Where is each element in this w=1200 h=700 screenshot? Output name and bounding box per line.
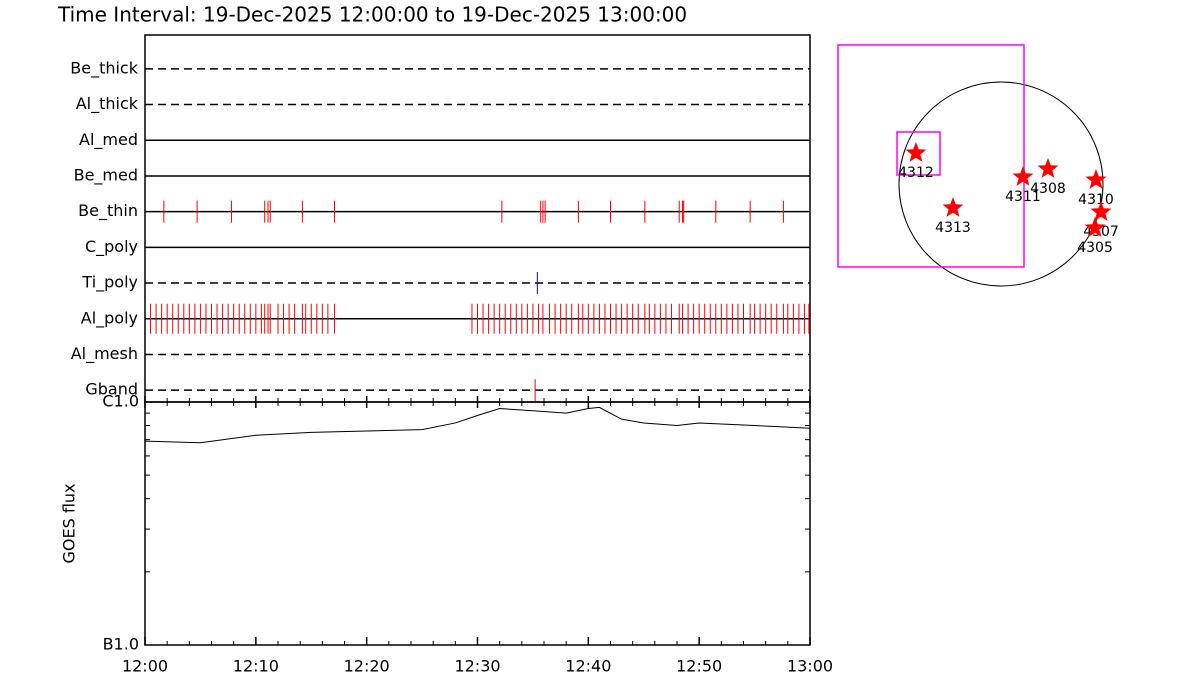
row-label: Ti_poly bbox=[81, 273, 138, 293]
x-tick-label: 12:30 bbox=[454, 657, 500, 676]
region-star bbox=[905, 142, 927, 162]
region-star bbox=[1085, 169, 1107, 189]
row-label: Al_mesh bbox=[71, 344, 138, 364]
timeline-frame bbox=[144, 34, 811, 403]
solar-limb bbox=[898, 81, 1104, 287]
x-tick-label: 12:10 bbox=[233, 657, 279, 676]
row-label: Al_poly bbox=[81, 308, 138, 328]
flux-line bbox=[144, 406, 811, 444]
x-tick-label: 12:20 bbox=[344, 657, 390, 676]
region-label: 4310 bbox=[1078, 192, 1114, 208]
region-label: 4312 bbox=[898, 165, 934, 181]
region-label: 4308 bbox=[1030, 181, 1066, 197]
plot-frame bbox=[144, 401, 811, 646]
region-star bbox=[1084, 217, 1106, 237]
fov-box bbox=[837, 44, 1025, 268]
x-tick-label: 13:00 bbox=[787, 657, 833, 676]
region-label: 4311 bbox=[1005, 189, 1041, 205]
row-label: Be_med bbox=[74, 165, 138, 185]
y-axis-label: GOES flux bbox=[60, 483, 79, 563]
x-tick-label: 12:40 bbox=[565, 657, 611, 676]
x-tick-label: 12:50 bbox=[676, 657, 722, 676]
region-label: 4305 bbox=[1077, 240, 1113, 256]
row-label: Be_thin bbox=[78, 201, 138, 221]
region-star bbox=[942, 197, 964, 217]
y-tick-label: B1.0 bbox=[103, 635, 139, 654]
chart-title: Time Interval: 19-Dec-2025 12:00:00 to 1… bbox=[57, 3, 687, 27]
region-star bbox=[1090, 201, 1112, 221]
region-star bbox=[1037, 158, 1059, 178]
y-tick-label: C1.0 bbox=[102, 392, 139, 411]
row-label: Gband bbox=[85, 380, 138, 399]
region-label: 4313 bbox=[935, 220, 971, 236]
row-label: Al_thick bbox=[76, 94, 139, 114]
fov-box bbox=[896, 131, 941, 176]
row-label: Be_thick bbox=[70, 58, 138, 78]
row-label: Al_med bbox=[79, 130, 138, 150]
x-tick-label: 12:00 bbox=[122, 657, 168, 676]
row-label: C_poly bbox=[85, 237, 138, 257]
region-star bbox=[1012, 166, 1034, 186]
